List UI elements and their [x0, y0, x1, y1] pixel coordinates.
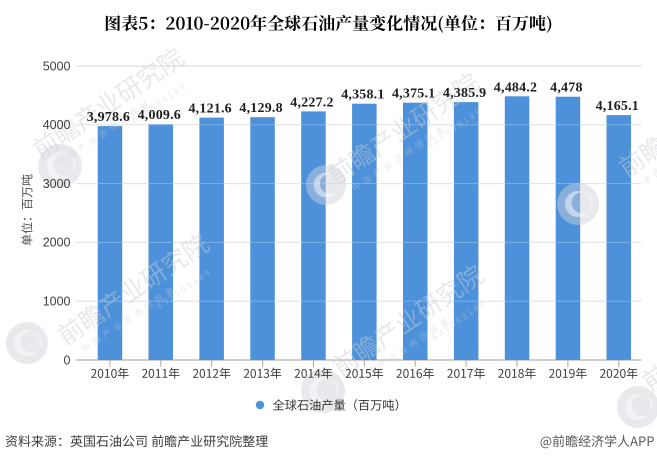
svg-text:0: 0	[64, 353, 71, 367]
svg-text:4000: 4000	[43, 118, 71, 132]
svg-text:4,165.1: 4,165.1	[596, 99, 639, 114]
svg-text:4,478: 4,478	[550, 81, 583, 96]
svg-text:4,484.2: 4,484.2	[494, 80, 537, 95]
svg-text:2000: 2000	[43, 236, 71, 250]
svg-text:5000: 5000	[43, 59, 71, 73]
svg-text:4,375.1: 4,375.1	[392, 87, 435, 102]
svg-text:4,358.1: 4,358.1	[341, 88, 384, 103]
svg-text:4,121.6: 4,121.6	[188, 102, 231, 117]
svg-text:4,227.2: 4,227.2	[290, 95, 333, 110]
svg-text:3,978.6: 3,978.6	[87, 110, 130, 125]
svg-text:4,385.9: 4,385.9	[443, 86, 486, 101]
svg-text:4,129.8: 4,129.8	[239, 101, 282, 116]
svg-text:3000: 3000	[43, 177, 71, 191]
svg-text:1000: 1000	[43, 295, 71, 309]
svg-text:4,009.6: 4,009.6	[138, 108, 181, 123]
